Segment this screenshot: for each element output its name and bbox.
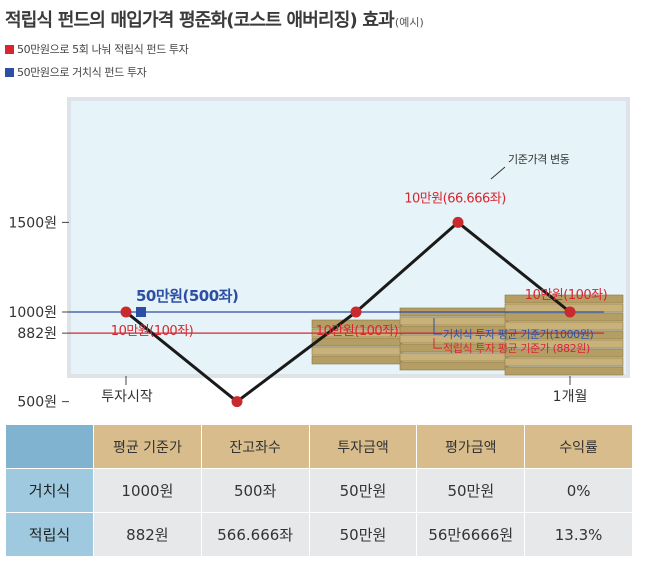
data-point (350, 306, 362, 318)
table-cell: 13.3% (524, 512, 633, 557)
annotation-series-name: 기준가격 변동 (508, 153, 570, 166)
table-cell: 0% (524, 468, 633, 513)
data-label: 10만원(100좌) (525, 288, 607, 303)
annotation-leader (490, 166, 506, 180)
table-cell: 500좌 (200, 468, 310, 513)
table-cell: 50만원 (308, 468, 418, 513)
y-tick-label: 1000원 (8, 305, 57, 321)
comparison-table: 평균 기준가 잔고좌수 투자금액 평가금액 수익률 거치식 1000원 500좌… (5, 424, 633, 557)
data-label: 10만원(100좌) (316, 324, 398, 339)
x-tick-label: 1개월 (553, 389, 588, 405)
y-tick-label: 500원 (17, 395, 57, 411)
data-point (120, 306, 132, 318)
data-label: 10만원(100좌) (111, 324, 193, 339)
legend-item-lump-sum: 50만원으로 거치식 펀드 투자 (5, 64, 147, 80)
data-point (452, 216, 464, 228)
table-header: 평균 기준가 (93, 424, 202, 469)
bracket-blue (433, 318, 442, 335)
row-label: 적립식 (5, 512, 94, 557)
legend-swatch-blue (5, 67, 14, 77)
data-label: 10만원(66.666좌) (404, 191, 506, 206)
table-header: 평가금액 (416, 424, 526, 469)
table-cell: 566.666좌 (200, 512, 310, 557)
y-tick-label: 882원 (17, 326, 57, 342)
line-chart: 1500원 1000원 882원 500원 투자시작 1개월 거치식 투자 평균 기준가(1… (8, 97, 630, 411)
data-point (231, 396, 243, 408)
table-cell: 50만원 (308, 512, 418, 557)
table-cell: 882원 (93, 512, 202, 557)
table-row-lump-sum: 거치식 1000원 500좌 50만원 50만원 0% (5, 468, 633, 513)
legend-label-lump-sum: 50만원으로 거치식 펀드 투자 (17, 66, 147, 79)
data-point (564, 306, 576, 318)
legend-item-installment: 50만원으로 5회 나눠 적립식 펀드 투자 (5, 41, 189, 57)
table-header: 잔고좌수 (200, 424, 310, 469)
bracket-red (433, 338, 442, 349)
legend-label-installment: 50만원으로 5회 나눠 적립식 펀드 투자 (17, 43, 189, 56)
x-tick-label: 투자시작 (101, 389, 153, 405)
annotation-lump-sum: 50만원(500좌) (136, 287, 238, 305)
table-cell: 56만6666원 (416, 512, 526, 557)
table-corner (5, 424, 94, 469)
title-row: 적립식 펀드의 매입가격 평준화(코스트 애버리징) 효과 (예시) (5, 6, 424, 32)
title-note: (예시) (394, 16, 424, 29)
reference-label-installment: 적립식 투자 평균 기준가 (882원) (443, 342, 590, 355)
table-header: 투자금액 (308, 424, 418, 469)
reference-label-lump-sum: 거치식 투자 평균 기준가(1000원) (443, 328, 593, 341)
table-cell: 50만원 (416, 468, 526, 513)
table-row-installment: 적립식 882원 566.666좌 50만원 56만6666원 13.3% (5, 512, 633, 557)
table-header: 수익률 (524, 424, 633, 469)
legend-swatch-red (5, 44, 14, 54)
table-cell: 1000원 (93, 468, 202, 513)
y-tick-label: 1500원 (8, 215, 57, 231)
row-label: 거치식 (5, 468, 94, 513)
chart-title: 적립식 펀드의 매입가격 평준화(코스트 애버리징) 효과 (5, 10, 395, 31)
table-header-row: 평균 기준가 잔고좌수 투자금액 평가금액 수익률 (5, 424, 633, 469)
lump-sum-marker (136, 307, 146, 317)
